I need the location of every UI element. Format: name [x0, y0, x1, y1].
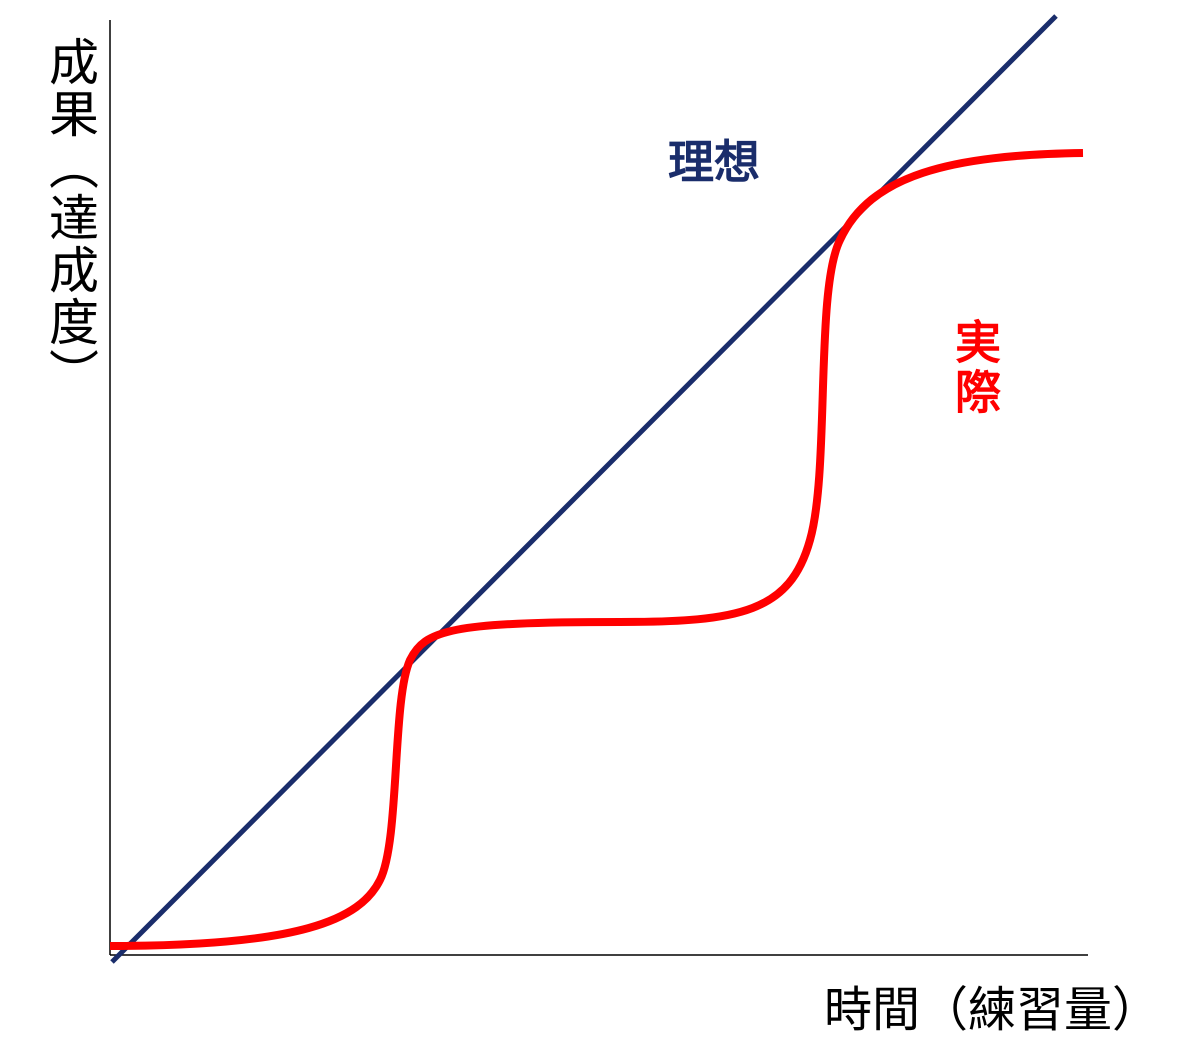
ideal-label: 理想: [668, 135, 760, 189]
actual-label: 実際: [948, 318, 1002, 418]
actual-curve: [109, 149, 1084, 950]
y-axis-label: 成果（達成度）: [41, 36, 99, 400]
x-axis-label: 時間（練習量）: [823, 982, 1160, 1038]
ideal-line: [110, 14, 1058, 964]
